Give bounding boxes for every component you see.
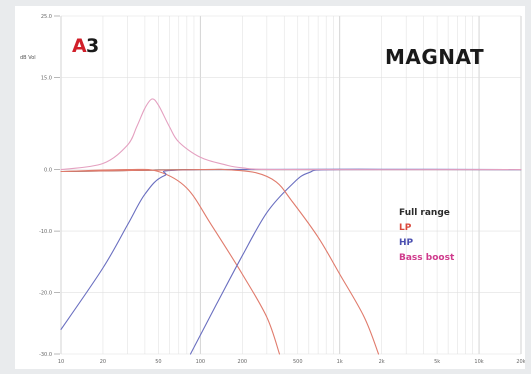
logo-letter: A [72,35,87,57]
x-tick-label: 50 [155,359,161,365]
logo: A 3 [72,35,99,57]
x-tick-label: 1k [337,359,343,365]
x-tick-label: 10k [474,359,483,365]
series-line-bass-boost [60,98,522,171]
y-tick-label: -10.0 [39,229,52,235]
y-tick-label: 25.0 [41,14,52,20]
legend-entry-bass-boost: Bass boost [399,253,455,263]
grid [60,15,522,355]
brand-title: MAGNAT [385,45,484,69]
legend-entry-lp: LP [399,223,412,233]
x-tick-label: 10 [58,359,64,365]
legend: Full range LP HP Bass boost [399,208,455,263]
series-line-hp [60,168,522,330]
x-tick-label: 500 [293,359,303,365]
y-unit-label: dB Vol [20,55,36,61]
legend-entry-hp: HP [399,238,414,248]
series-line-lp [60,168,380,355]
series-line-lp [60,168,281,355]
x-tick-label: 200 [238,359,248,365]
legend-entry-full-range: Full range [399,208,450,218]
chart-frame: 25.0 15.0 0.0 -10.0 -20.0 -30.0 10 20 50 100 200 5… [15,6,525,369]
x-tick-labels: 10 20 50 100 200 500 1k 2k 5k 10k 20k [58,359,525,365]
y-tick-label: 0.0 [44,168,52,174]
x-tick-label: 20 [100,359,106,365]
y-tick-label: -20.0 [39,291,52,297]
y-tick-labels: 25.0 15.0 0.0 -10.0 -20.0 -30.0 [39,14,60,358]
curves [60,98,522,355]
series-line-hp [189,168,522,355]
x-tick-label: 20k [516,359,525,365]
x-tick-label: 2k [379,359,385,365]
frequency-response-chart: 25.0 15.0 0.0 -10.0 -20.0 -30.0 10 20 50 100 200 5… [20,14,525,365]
y-tick-label: 15.0 [41,75,52,81]
y-tick-label: -30.0 [39,352,52,358]
x-tick-label: 5k [434,359,440,365]
logo-number: 3 [86,35,99,57]
x-tick-label: 100 [196,359,206,365]
